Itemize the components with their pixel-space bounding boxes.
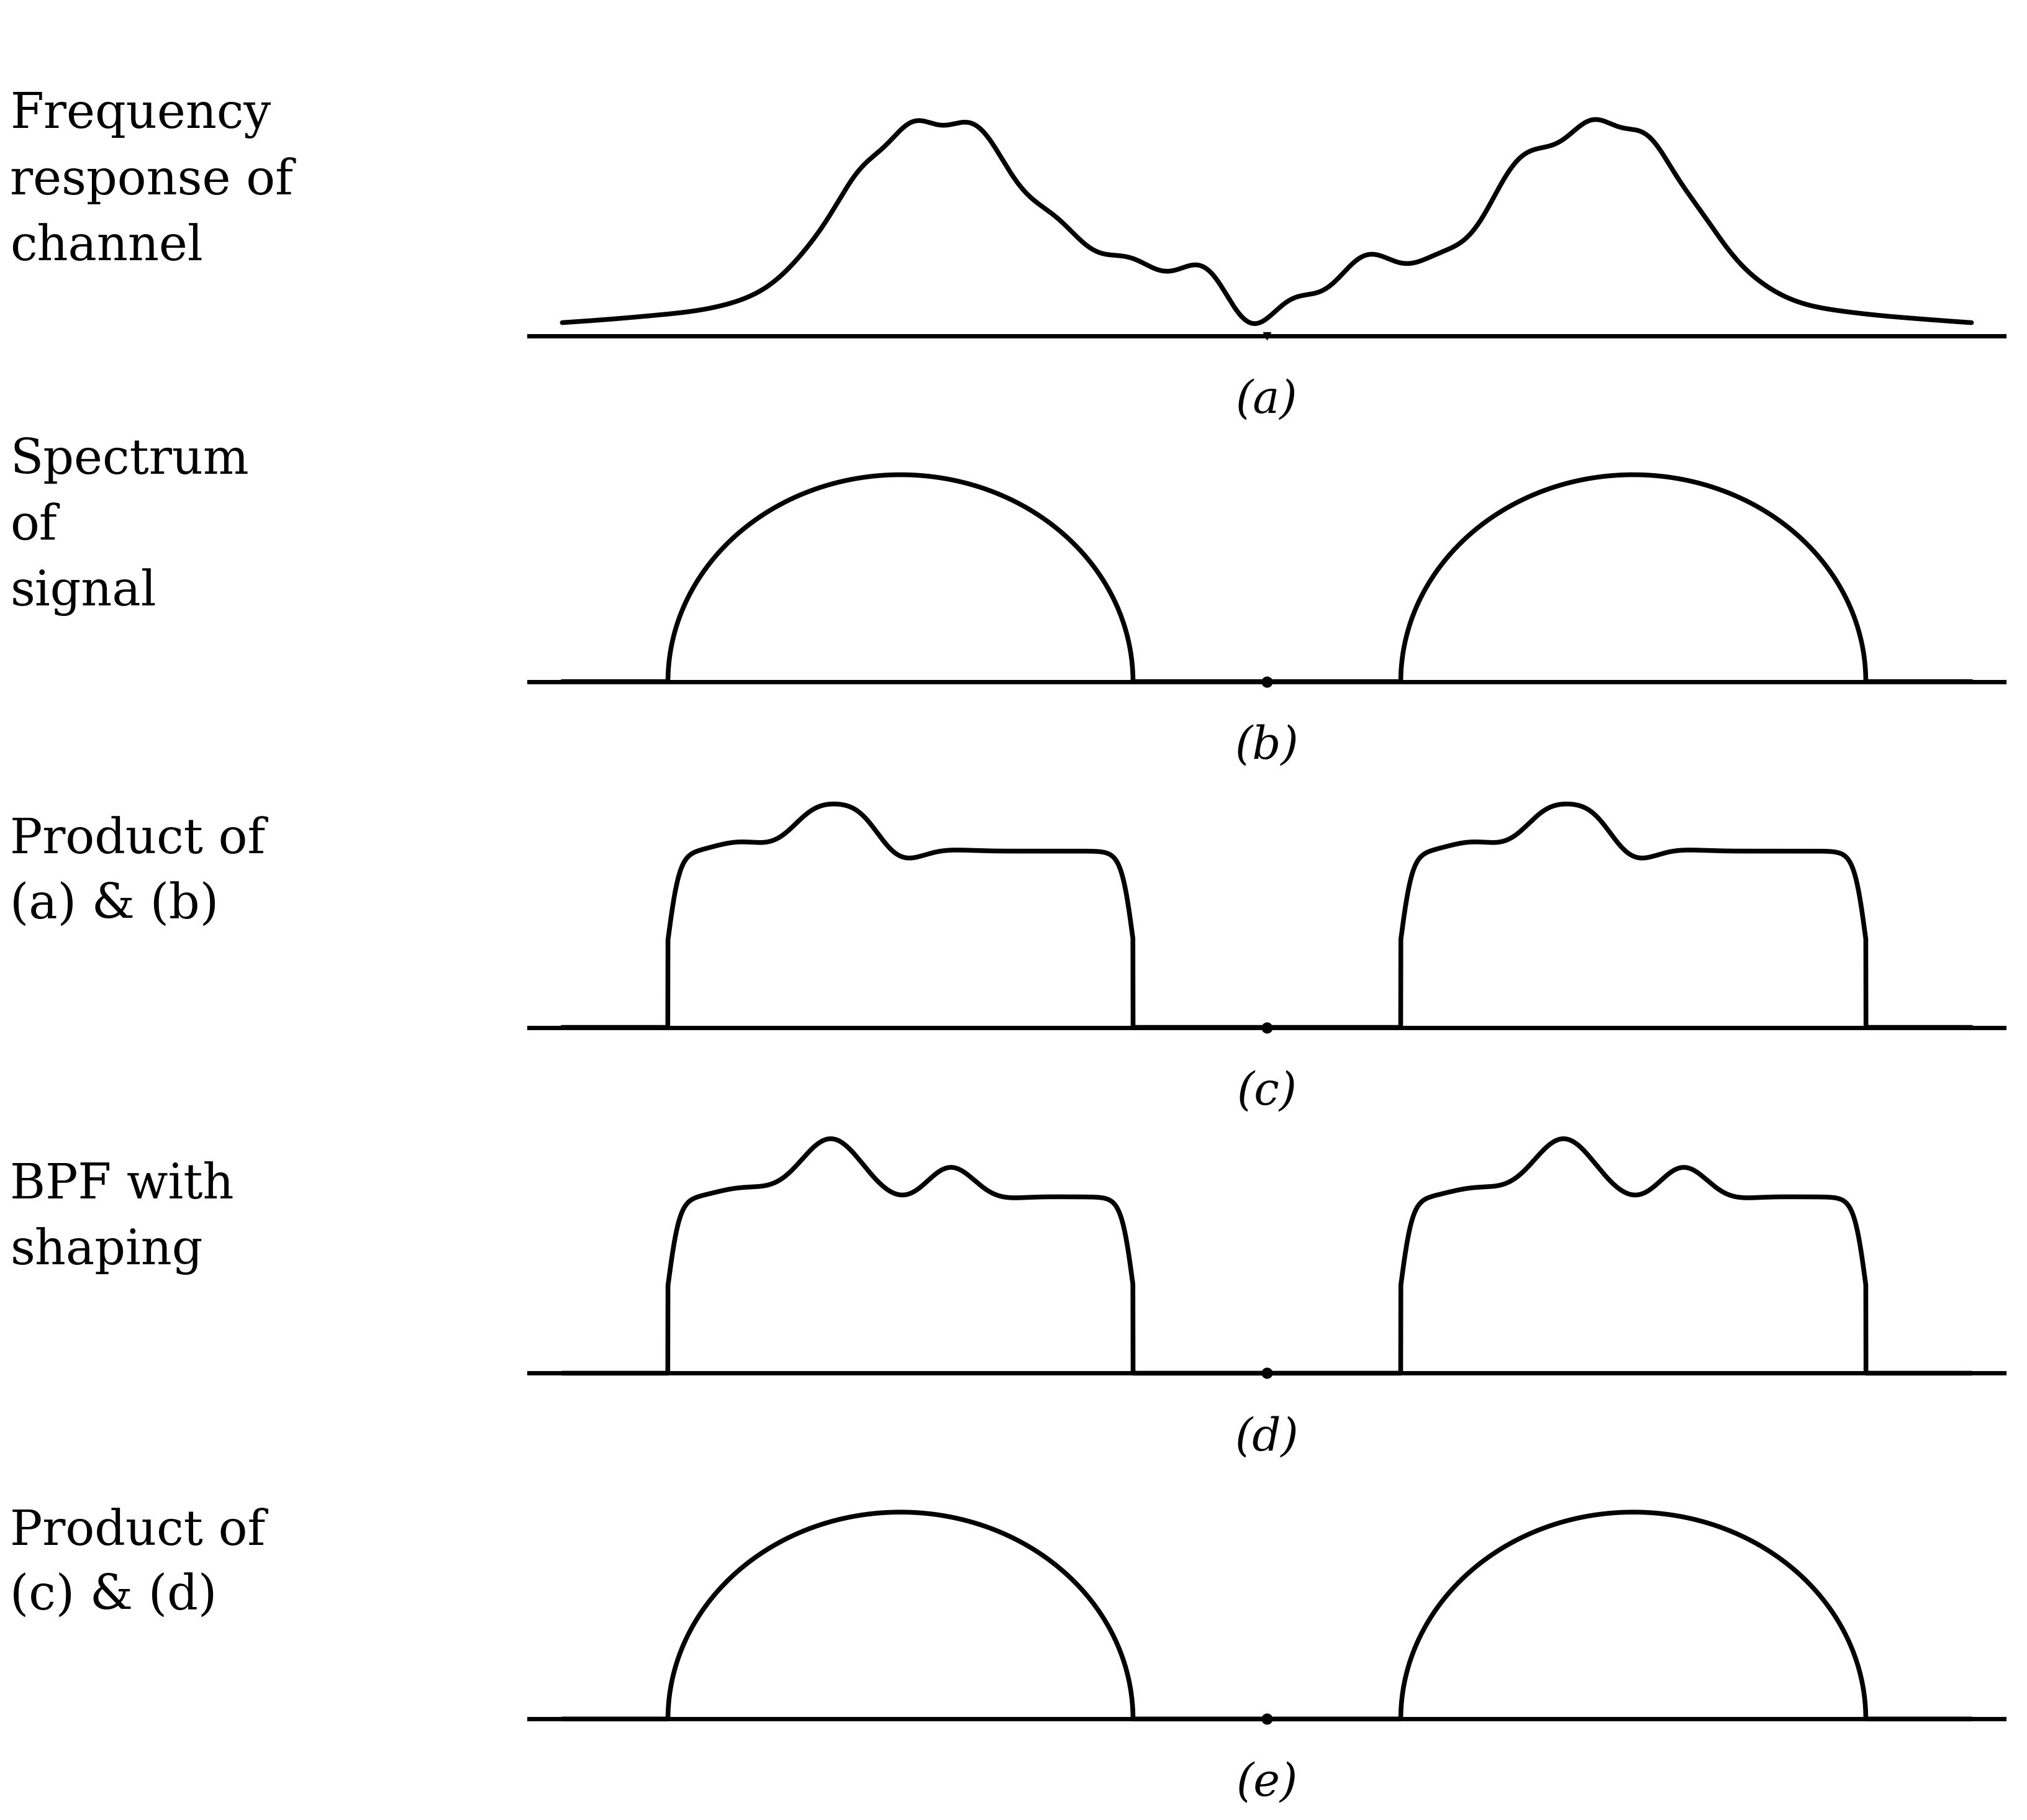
Text: Product of
(c) & (d): Product of (c) & (d) bbox=[10, 1507, 266, 1620]
Text: (e): (e) bbox=[1236, 1762, 1297, 1805]
Text: (c): (c) bbox=[1236, 1070, 1297, 1114]
Text: Spectrum
of
signal: Spectrum of signal bbox=[10, 437, 249, 615]
Text: Product of
(a) & (b): Product of (a) & (b) bbox=[10, 815, 266, 928]
Text: (b): (b) bbox=[1234, 724, 1299, 768]
Text: BPF with
shaping: BPF with shaping bbox=[10, 1161, 233, 1274]
Text: (d): (d) bbox=[1234, 1416, 1299, 1460]
Text: (a): (a) bbox=[1236, 379, 1297, 422]
Text: Frequency
response of
channel: Frequency response of channel bbox=[10, 91, 294, 269]
